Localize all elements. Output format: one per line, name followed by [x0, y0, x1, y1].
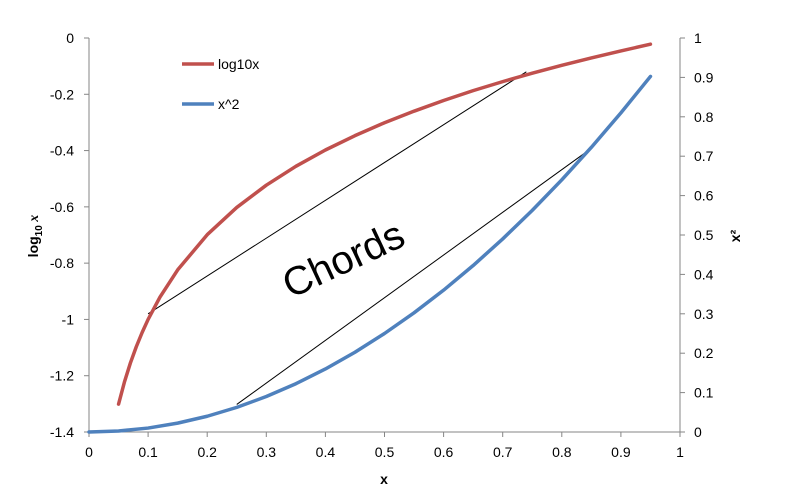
series-line-log10x: [116, 42, 653, 406]
legend-label: log10x: [218, 56, 259, 72]
y-left-tick-label: -0.2: [50, 86, 74, 102]
x-tick-label: 0.5: [375, 444, 395, 460]
x-tick-label: 0.2: [197, 444, 217, 460]
x-tick-label: 1: [676, 444, 684, 460]
x-axis-title: x: [380, 471, 388, 487]
y-right-tick-label: 0.5: [694, 227, 714, 243]
y-axis-right-title: x²: [727, 229, 743, 242]
y-right-tick-label: 0.4: [694, 266, 714, 282]
y-right-tick-label: 0.2: [694, 345, 714, 361]
axes: [84, 37, 685, 437]
x-tick-label: 0.7: [493, 444, 513, 460]
x-tick-label: 0.6: [434, 444, 454, 460]
y-left-tick-label: -0.6: [50, 199, 74, 215]
x-tick-label: 0.8: [552, 444, 572, 460]
series-lines: [87, 42, 653, 434]
y-left-tick-label: -1: [62, 311, 75, 327]
x-tick-label: 0.3: [257, 444, 277, 460]
legend-label: x^2: [218, 96, 240, 112]
y-left-title-sub: 10: [34, 225, 45, 237]
legend: log10x x^2: [182, 56, 259, 112]
y-right-tick-label: 0.1: [694, 385, 714, 401]
chord-line: [236, 147, 592, 405]
y-right-tick-label: 0.9: [694, 69, 714, 85]
series-line-x-squared: [87, 74, 653, 434]
y-right-tick-label: 0.3: [694, 306, 714, 322]
x-tick-label: 0.1: [138, 444, 158, 460]
x-tick-label: 0.4: [316, 444, 336, 460]
chord-line: [147, 71, 527, 315]
tick-labels: 0 0.1 0.2 0.3 0.4 0.5 0.6 0.7 0.8 0.9 10-0.2-0.4-0…: [50, 30, 714, 460]
y-left-tick-label: 0: [66, 30, 74, 46]
x-tick-label: 0.9: [611, 444, 631, 460]
y-left-tick-label: -1.2: [50, 368, 74, 384]
y-left-tick-label: -0.8: [50, 255, 74, 271]
chords: [147, 71, 592, 405]
y-left-tick-label: -1.4: [50, 424, 74, 440]
y-right-tick-label: 1: [694, 30, 702, 46]
y-left-title-main: log: [25, 236, 41, 257]
x-tick-label: 0: [85, 444, 93, 460]
y-axis-left-title: log10 x: [25, 215, 45, 258]
y-right-tick-label: 0.7: [694, 148, 714, 164]
y-right-tick-label: 0.6: [694, 188, 714, 204]
y-left-title-var: x: [27, 215, 42, 226]
y-right-tick-label: 0.8: [694, 109, 714, 125]
y-left-tick-label: -0.4: [50, 143, 74, 159]
y-right-tick-label: 0: [694, 424, 702, 440]
